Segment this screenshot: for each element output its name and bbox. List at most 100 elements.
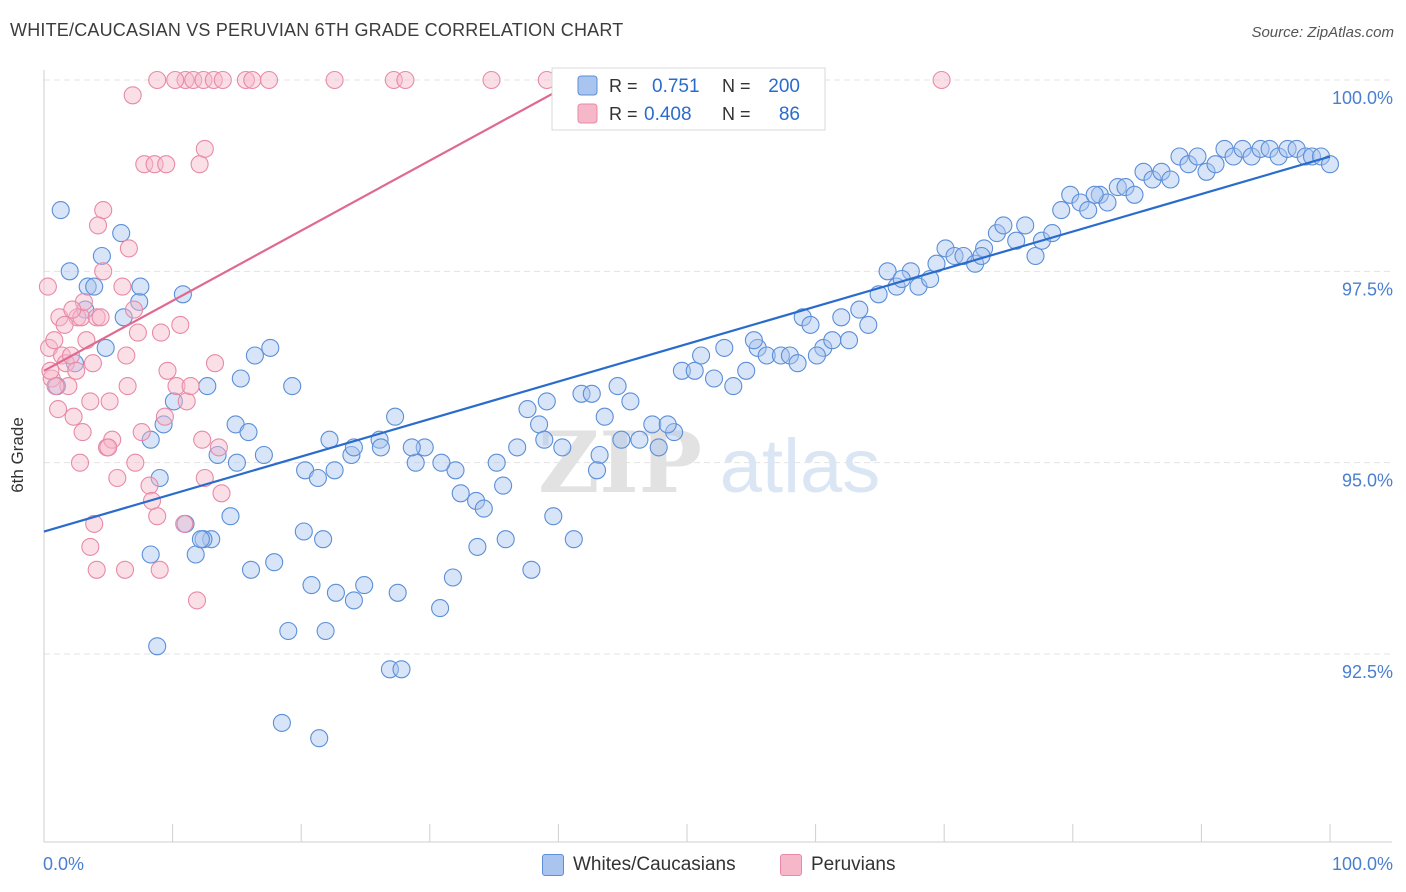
whites-point-102 (1125, 185, 1144, 204)
peruvians-point-68 (115, 560, 135, 579)
whites-point-100 (1108, 178, 1127, 197)
peruvians-point-69 (150, 560, 169, 579)
whites-point-45 (572, 384, 591, 403)
legend-pink-n-value: 86 (779, 104, 800, 125)
peruvians-point-32 (158, 361, 177, 380)
whites-point-50 (621, 392, 640, 411)
peruvians-point-3 (45, 331, 64, 350)
whites-point-128 (496, 530, 515, 549)
whites-point-35 (451, 484, 470, 503)
whites-point-130 (443, 568, 462, 587)
legend-pink-r-label: R = (609, 104, 638, 124)
whites-point-31 (386, 407, 405, 426)
legend-blue-r-value: 0.751 (652, 76, 700, 97)
whites-point-121 (1296, 147, 1315, 166)
whites-point-65 (780, 346, 799, 365)
whites-point-3 (85, 277, 104, 296)
peruvians-point-56 (236, 70, 255, 90)
peruvians-point-49 (148, 70, 167, 90)
whites-point-90 (1016, 216, 1035, 235)
whites-point-39 (494, 476, 513, 495)
x-tick-label-1: 100.0% (1332, 854, 1393, 874)
whites-point-96 (1071, 193, 1090, 212)
whites-point-1 (60, 262, 79, 281)
peruvians-point-43 (157, 155, 176, 174)
whites-point-47 (590, 445, 609, 465)
whites-point-43 (535, 430, 554, 449)
peruvians-point-75 (126, 453, 145, 472)
legend-pink-n-label: N = (722, 104, 751, 124)
whites-point-136 (241, 560, 261, 579)
whites-point-154 (191, 530, 210, 549)
peruvians-point-35 (177, 392, 196, 411)
whites-point-46 (582, 384, 601, 403)
peruvians-point-13 (77, 331, 96, 350)
peruvians-point-45 (94, 201, 113, 220)
y-tick-label-3: 100.0% (1332, 88, 1393, 108)
whites-point-127 (522, 560, 541, 579)
whites-point-6 (96, 338, 115, 357)
whites-point-135 (279, 621, 298, 641)
whites-point-51 (630, 430, 649, 449)
peruvians-point-31 (151, 323, 171, 342)
legend-blue-n-label: N = (722, 76, 751, 96)
legend-whites-label: Whites/Caucasians (573, 854, 736, 875)
legend-item-peruvians[interactable]: Peruvians (780, 854, 896, 876)
whites-point-61 (737, 361, 756, 380)
watermark: ZIP atlas (538, 413, 880, 512)
whites-point-10 (131, 277, 150, 296)
whites-point-157 (245, 346, 264, 365)
peruvians-point-55 (213, 70, 232, 90)
whites-point-4 (92, 246, 111, 266)
whites-point-38 (487, 453, 506, 472)
whites-point-87 (987, 224, 1006, 243)
whites-point-56 (685, 361, 704, 380)
whites-point-72 (839, 331, 859, 350)
whites-point-60 (724, 377, 743, 396)
whites-point-156 (227, 453, 246, 472)
whites-point-162 (508, 438, 527, 457)
peruvians-point-80 (67, 361, 86, 380)
peruvians-point-53 (194, 70, 213, 90)
whites-point-41 (530, 415, 549, 434)
whites-point-165 (658, 415, 677, 434)
x-tick-label-0: 0.0% (43, 854, 84, 874)
series-whites-points (47, 139, 1340, 748)
whites-point-74 (859, 315, 878, 334)
y-tick-label-1: 95.0% (1342, 471, 1393, 491)
peruvians-point-18 (94, 262, 113, 281)
whites-point-21 (254, 445, 273, 465)
whites-point-57 (692, 346, 711, 365)
peruvians-point-20 (100, 392, 119, 411)
legend-item-whites[interactable]: Whites/Caucasians (542, 854, 736, 876)
whites-point-91 (1026, 246, 1045, 266)
peruvians-point-44 (123, 86, 142, 105)
whites-point-164 (595, 407, 614, 426)
peruvians-point-66 (81, 537, 100, 556)
peruvians-trend-line (43, 79, 579, 372)
y-tick-label-0: 92.5% (1342, 662, 1393, 682)
peruvians-point-46 (88, 216, 108, 235)
whites-point-19 (231, 369, 250, 388)
peruvians-point-25 (119, 239, 138, 258)
peruvians-point-78 (70, 453, 90, 472)
peruvians-point-64 (932, 70, 951, 90)
whites-point-166 (744, 331, 763, 350)
peruvians-point-82 (49, 400, 68, 419)
whites-point-148 (431, 599, 450, 618)
peruvians-point-9 (64, 407, 83, 426)
whites-point-129 (468, 537, 487, 556)
peruvians-point-74 (99, 438, 118, 457)
whites-point-138 (186, 545, 205, 564)
whites-point-15 (154, 415, 173, 434)
peruvians-point-77 (118, 377, 137, 396)
peruvians-point-41 (135, 155, 154, 174)
peruvians-point-62 (482, 70, 501, 90)
whites-point-89 (1007, 231, 1026, 250)
whites-point-109 (1188, 147, 1207, 166)
whites-point-125 (564, 530, 583, 549)
peruvians-point-15 (83, 354, 102, 373)
peruvians-point-36 (181, 377, 200, 396)
whites-point-48 (608, 377, 627, 396)
peruvians-point-26 (124, 300, 144, 319)
